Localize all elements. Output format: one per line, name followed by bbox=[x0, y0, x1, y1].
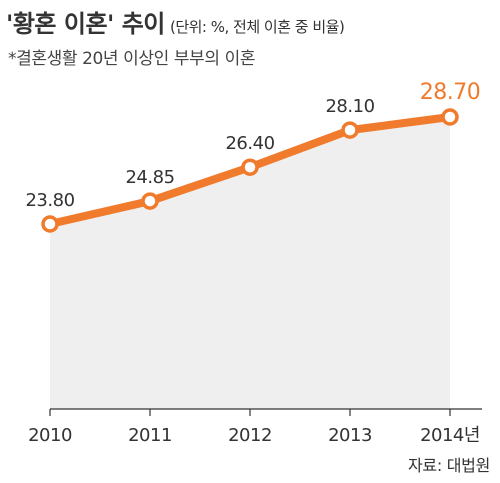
chart-title: '황혼 이혼' 추이 bbox=[6, 10, 165, 38]
data-point-marker bbox=[341, 121, 359, 139]
label-layer: 23.80 24.85 26.40 28.10 28.70 bbox=[25, 80, 480, 211]
title-row: '황혼 이혼' 추이 (단위: %, 전체 이혼 중 비율) bbox=[6, 4, 345, 39]
marker-layer bbox=[41, 108, 459, 233]
area-layer bbox=[50, 117, 450, 409]
data-point-marker bbox=[41, 215, 59, 233]
x-axis: 2010 2011 2012 2013 2014년 bbox=[28, 408, 482, 446]
x-tick-label: 2013 bbox=[328, 425, 372, 446]
x-tick-label: 2014년 bbox=[420, 425, 480, 446]
data-label: 24.85 bbox=[125, 167, 174, 188]
x-tick-label: 2011 bbox=[128, 425, 172, 446]
x-tick-label: 2012 bbox=[228, 425, 272, 446]
chart-subtitle: *결혼생활 20년 이상인 부부의 이혼 bbox=[8, 49, 256, 69]
data-point-marker bbox=[441, 108, 459, 126]
unit-note: (단위: %, 전체 이혼 중 비율) bbox=[169, 18, 345, 36]
data-point-marker bbox=[141, 192, 159, 210]
source-note: 자료: 대법원 bbox=[408, 456, 490, 475]
data-label: 23.80 bbox=[25, 190, 74, 211]
data-label: 28.10 bbox=[325, 96, 374, 117]
data-point-marker bbox=[241, 158, 259, 176]
x-tick-label: 2010 bbox=[28, 425, 72, 446]
data-label: 26.40 bbox=[225, 133, 274, 154]
area-fill bbox=[50, 117, 450, 409]
data-label: 28.70 bbox=[420, 80, 480, 105]
